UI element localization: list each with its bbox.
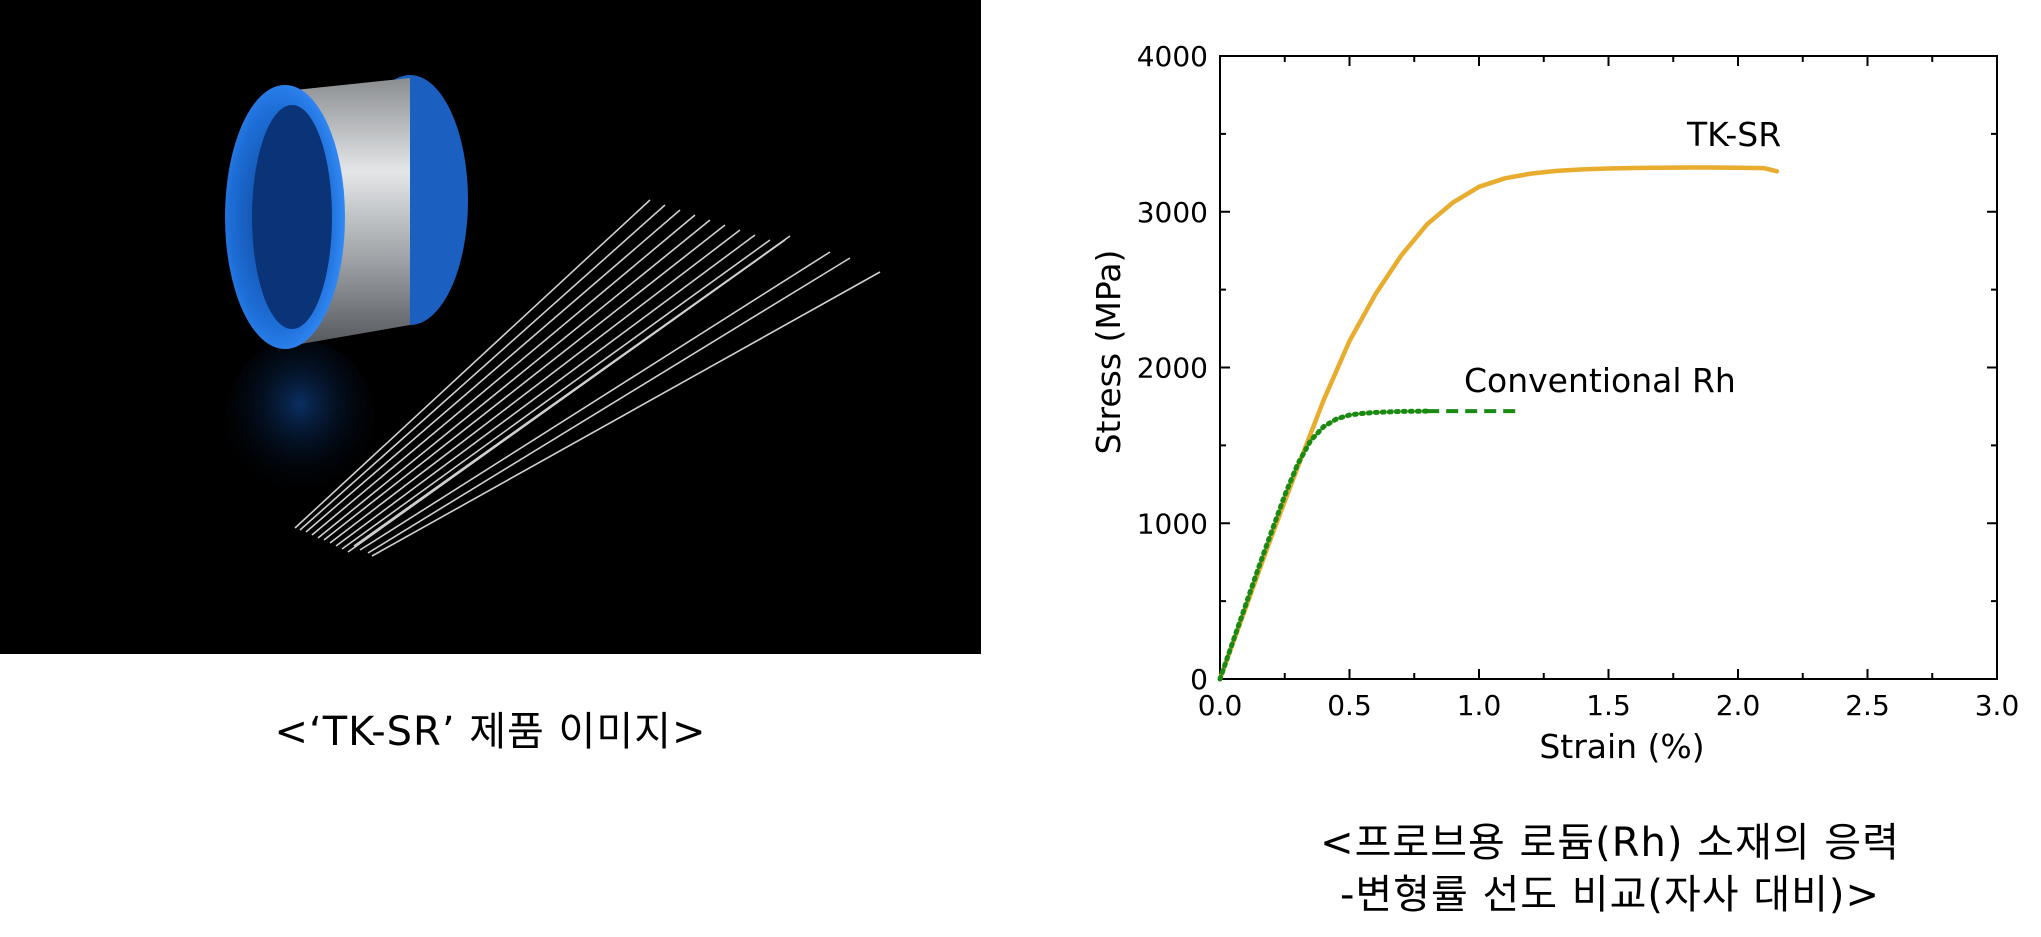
x-tick-label: 0.0: [1198, 689, 1243, 722]
photo-caption: <‘TK-SR’ 제품 이미지>: [274, 709, 707, 755]
series-line-tk-sr: [1217, 165, 1780, 682]
annotation-tk-sr: TK-SR: [1686, 115, 1781, 154]
y-tick-label: 0: [1190, 663, 1208, 696]
chart-caption-line-2: -변형률 선도 비교(자사 대비)>: [1339, 872, 1881, 918]
x-axis-label: Strain (%): [1539, 727, 1704, 766]
y-tick-label: 1000: [1137, 507, 1208, 540]
annotation-conventional-rh: Conventional Rh: [1464, 361, 1736, 400]
y-tick-label: 3000: [1137, 196, 1208, 229]
series-layer: [1217, 165, 1780, 682]
y-tick-label: 2000: [1137, 352, 1208, 385]
chart-caption-line-1: <프로브용 로듐(Rh) 소재의 응력: [1320, 820, 1900, 866]
x-tick-label: 0.5: [1327, 689, 1372, 722]
x-tick-label: 3.0: [1975, 689, 2020, 722]
series-line-conventional-rh: [1217, 408, 1430, 682]
stress-strain-chart: 0.0 0.5 1.0 1.5 2.0 2.5 3.0 0 1000 2000 3000 4000 S…: [1089, 40, 2020, 766]
spool-wire-illustration: [225, 75, 881, 557]
axis-ticks: 0.0 0.5 1.0 1.5 2.0 2.5 3.0 0 1000 2000 3000 4000: [1137, 40, 2020, 722]
y-axis-label: Stress (MPa): [1089, 250, 1128, 455]
x-tick-label: 2.0: [1716, 689, 1761, 722]
chart-caption: <프로브용 로듐(Rh) 소재의 응력 -변형률 선도 비교(자사 대비)>: [1180, 817, 2040, 921]
product-photo: [0, 0, 981, 654]
y-tick-label: 4000: [1137, 40, 1208, 73]
x-tick-label: 1.0: [1457, 689, 1502, 722]
x-tick-label: 2.5: [1845, 689, 1890, 722]
x-tick-label: 1.5: [1586, 689, 1631, 722]
